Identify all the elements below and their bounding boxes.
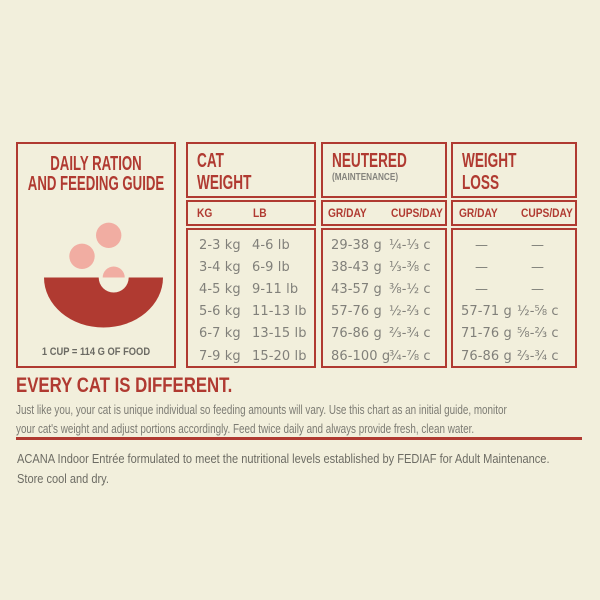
table-cell: 86-100 g [331, 348, 391, 364]
table-cell: — [475, 237, 489, 253]
column-header-neutered: NEUTERED (MAINTENANCE) [321, 142, 447, 198]
table-row: 86-100 g ¾-⅞ c [323, 345, 445, 367]
footer-body: Just like you, your cat is unique indivi… [16, 400, 600, 438]
table-cell: 2-3 kg [199, 237, 241, 253]
table-row: 2-3 kg 4-6 lb [188, 234, 314, 256]
table-row: 5-6 kg 11-13 lb [188, 301, 314, 323]
table-cell: 11-13 lb [252, 304, 307, 320]
panel-title-line2: AND FEEDING GUIDE [27, 173, 165, 195]
units-row-weight-loss: GR/DAY CUPS/DAY [451, 200, 577, 226]
table-cell: ⅔-¾ c [517, 348, 559, 364]
table-row: 3-4 kg 6-9 lb [188, 256, 314, 278]
table-row: 57-71 g ½-⅝ c [453, 301, 575, 323]
divider-rule [16, 437, 582, 440]
panel-title: DAILY RATION AND FEEDING GUIDE [28, 154, 164, 194]
column-header-weight-loss: WEIGHT LOSS [451, 142, 577, 198]
data-neutered: 29-38 g ¼-⅓ c 38-43 g ⅓-⅜ c 43-57 g ⅜-½ c 57-7… [321, 228, 447, 368]
footer-heading: EVERY CAT IS DIFFERENT. [16, 374, 233, 397]
table-cell: 57-71 g [461, 304, 512, 320]
table-cell: ⅜-½ c [389, 281, 431, 297]
table-cell: 38-43 g [331, 259, 382, 275]
table-cell: — [531, 281, 545, 297]
unit-label-cups-day: CUPS/DAY [391, 206, 443, 220]
table-cell: — [531, 237, 545, 253]
column-weight-loss: WEIGHT LOSS GR/DAY CUPS/DAY — — — — — —57-71 … [451, 142, 577, 368]
footer-body-line: your cat's weight and adjust portions ac… [16, 421, 475, 436]
table-cell: — [531, 259, 545, 275]
table-cell: 13-15 lb [252, 326, 307, 342]
column-title: WEIGHT LOSS [462, 150, 517, 194]
table-cell: 29-38 g [331, 237, 382, 253]
table-cell: 4-5 kg [199, 281, 241, 297]
table-cell: 9-11 lb [252, 281, 299, 297]
table-cell: 71-76 g [461, 326, 512, 342]
table-cell: ⅔-¾ c [389, 326, 431, 342]
table-cell: ¾-⅞ c [389, 348, 431, 364]
column-header-cat-weight: CAT WEIGHT [186, 142, 316, 198]
footer-body-line: Just like you, your cat is unique indivi… [16, 402, 507, 417]
table-row: — — [453, 278, 575, 300]
column-cat-weight: CAT WEIGHT KG LB 2-3 kg 4-6 lb 3-4 kg 6-9 l… [186, 142, 316, 368]
table-row: 38-43 g ⅓-⅜ c [323, 256, 445, 278]
table-cell: 6-9 lb [252, 259, 290, 275]
table-cell: 7-9 kg [199, 348, 241, 364]
table-cell: ½-⅝ c [517, 304, 559, 320]
unit-label-gr-day: GR/DAY [459, 206, 498, 220]
table-cell: 3-4 kg [199, 259, 241, 275]
table-cell: 5-6 kg [199, 304, 241, 320]
table-row: 43-57 g ⅜-½ c [323, 278, 445, 300]
table-row: 71-76 g ⅝-⅔ c [453, 323, 575, 345]
data-cat-weight: 2-3 kg 4-6 lb 3-4 kg 6-9 lb 4-5 kg 9-11 lb 5-6… [186, 228, 316, 368]
table-cell: 76-86 g [331, 326, 382, 342]
panel-title-line1: DAILY RATION [50, 153, 142, 175]
table-cell: ¼-⅓ c [389, 237, 431, 253]
unit-label-cups-day: CUPS/DAY [521, 206, 573, 220]
table-row: 29-38 g ¼-⅓ c [323, 234, 445, 256]
daily-ration-panel: DAILY RATION AND FEEDING GUIDE 1 CUP = 1… [16, 142, 176, 368]
table-cell: 6-7 kg [199, 326, 241, 342]
table-cell: ⅓-⅜ c [389, 259, 431, 275]
table-cell: 15-20 lb [252, 348, 307, 364]
table-cell: ⅝-⅔ c [517, 326, 559, 342]
unit-label-lb: LB [253, 206, 267, 220]
unit-label-gr-day: GR/DAY [328, 206, 367, 220]
units-row-cat-weight: KG LB [186, 200, 316, 226]
footer-note-line: ACANA Indoor Entrée formulated to meet t… [17, 451, 550, 466]
table-row: 57-76 g ½-⅔ c [323, 301, 445, 323]
table-cell: — [475, 259, 489, 275]
table-cell: 57-76 g [331, 304, 382, 320]
table-cell: 76-86 g [461, 348, 512, 364]
column-title: CAT WEIGHT [197, 150, 252, 194]
column-title: NEUTERED [332, 150, 407, 172]
column-subtitle: (MAINTENANCE) [332, 172, 399, 183]
table-row: — — [453, 256, 575, 278]
column-neutered: NEUTERED (MAINTENANCE) GR/DAY CUPS/DAY 2… [321, 142, 447, 368]
table-row: — — [453, 234, 575, 256]
footer-note: ACANA Indoor Entrée formulated to meet t… [17, 449, 600, 488]
table-row: 6-7 kg 13-15 lb [188, 323, 314, 345]
table-row: 4-5 kg 9-11 lb [188, 278, 314, 300]
unit-label-kg: KG [197, 206, 213, 220]
table-row: 76-86 g ⅔-¾ c [453, 345, 575, 367]
table-cell: — [475, 281, 489, 297]
units-row-neutered: GR/DAY CUPS/DAY [321, 200, 447, 226]
table-row: 76-86 g ⅔-¾ c [323, 323, 445, 345]
data-weight-loss: — — — — — —57-71 g ½-⅝ c 71-76 g ⅝-⅔ c 76-86 g ⅔-¾… [451, 228, 577, 368]
table-cell: 43-57 g [331, 281, 382, 297]
cup-conversion-note: 1 CUP = 114 G OF FOOD [41, 346, 151, 358]
footer-note-line: Store cool and dry. [17, 470, 109, 486]
table-row: 7-9 kg 15-20 lb [188, 345, 314, 367]
table-cell: 4-6 lb [252, 237, 290, 253]
table-cell: ½-⅔ c [389, 304, 431, 320]
